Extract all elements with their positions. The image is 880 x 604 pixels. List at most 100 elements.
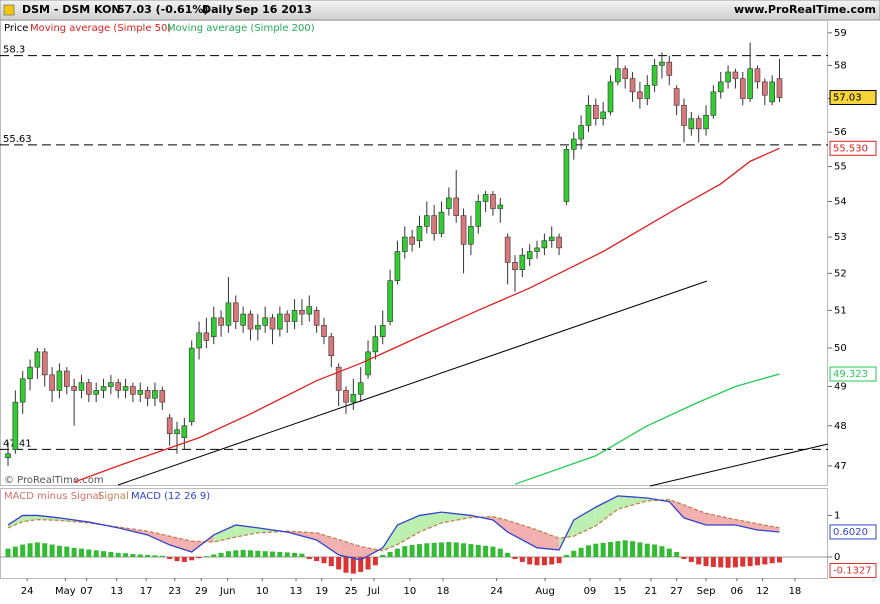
candle-body [644, 84, 651, 99]
value-box [829, 140, 877, 156]
x-tick-label: 24 [21, 586, 34, 597]
histogram-bar [78, 548, 84, 557]
candle-body [225, 302, 232, 326]
candle-body [570, 138, 577, 150]
candle-body [313, 310, 320, 326]
histogram-bar [453, 542, 459, 557]
histogram-bar [439, 542, 445, 557]
candle-body [5, 453, 11, 459]
candle-body [556, 236, 562, 249]
quote: 57.03 (-0.61%) [117, 3, 208, 16]
value-label: 57.03 [833, 93, 862, 104]
histogram-bar [585, 545, 591, 557]
macd-panel [0, 488, 828, 579]
y-tick-label: 50 [834, 343, 847, 354]
candle-body [666, 61, 673, 76]
candle-body [152, 390, 158, 399]
histogram-bar [637, 542, 643, 557]
candle-body [637, 91, 643, 99]
candle-body [725, 71, 731, 83]
histogram-bar [101, 551, 107, 557]
watermark: © ProRealTime.com [4, 475, 104, 486]
histogram-bar [270, 551, 276, 557]
histogram-bar [630, 541, 636, 557]
x-tick-label: May [55, 586, 76, 597]
histogram-bar [181, 556, 187, 562]
x-tick-label: 27 [670, 586, 683, 597]
candle-body [284, 313, 291, 322]
histogram-bar [556, 556, 562, 564]
candle-body [19, 378, 26, 403]
histogram-bar [152, 555, 158, 557]
price-panel [0, 20, 828, 486]
candle-body [144, 390, 151, 399]
histogram-bar [666, 548, 672, 557]
histogram-bar [130, 554, 136, 557]
candle-body [468, 226, 474, 245]
histogram-bar [343, 556, 349, 573]
histogram-bar [424, 543, 430, 557]
histogram-bar [615, 541, 621, 557]
candle-body [717, 81, 724, 93]
macd-fill [595, 495, 618, 526]
candle-body [762, 81, 768, 96]
macd-fill [147, 531, 170, 545]
histogram-bar [461, 543, 467, 557]
candle-body [401, 236, 408, 252]
histogram-bar [527, 556, 533, 565]
histogram-bar [490, 546, 496, 557]
series-line [7, 498, 780, 552]
candle-body [394, 251, 401, 281]
legend-entry: Signal [98, 491, 129, 502]
candle-body [159, 390, 166, 403]
value-label: 55.530 [833, 143, 868, 154]
x-tick-label: 18 [437, 586, 450, 597]
histogram-bar [769, 556, 775, 564]
histogram-bar [608, 542, 614, 557]
candle-body [232, 302, 239, 322]
y-tick-label: 0 [834, 552, 840, 563]
candle-body [174, 429, 180, 435]
candle-body [41, 351, 48, 376]
macd-fill [338, 539, 361, 560]
trend-line [117, 280, 708, 486]
histogram-bar [777, 556, 783, 563]
candle-body [247, 313, 254, 330]
x-tick-label: 17 [140, 586, 153, 597]
value-label: 0.6020 [833, 527, 868, 538]
candle-body [372, 336, 379, 353]
histogram-bar [497, 548, 503, 557]
candle-body [534, 247, 540, 252]
macd-fill [419, 512, 442, 533]
histogram-bar [571, 550, 577, 557]
histogram-bar [86, 549, 92, 557]
histogram-bar [519, 556, 525, 562]
candle-body [673, 88, 680, 106]
value-label: 49.323 [833, 369, 868, 380]
candle-body [622, 68, 629, 79]
histogram-bar [747, 556, 753, 567]
histogram-bar [534, 556, 540, 566]
candle-body [497, 204, 504, 209]
histogram-bar [56, 545, 62, 557]
histogram-bar [652, 544, 658, 557]
candle-body [615, 68, 621, 83]
value-box [829, 90, 877, 106]
candle-body [196, 332, 202, 349]
histogram-bar [321, 556, 327, 564]
candle-body [137, 390, 144, 395]
candle-body [629, 78, 636, 93]
candle-body [93, 390, 99, 395]
candle-body [593, 104, 599, 119]
candle-body [526, 251, 533, 260]
histogram-bar [159, 555, 165, 557]
histogram-bar [240, 549, 246, 557]
histogram-bar [123, 553, 129, 557]
histogram-bar [762, 556, 768, 565]
candle-body [519, 254, 526, 270]
x-tick-label: 13 [110, 586, 123, 597]
candle-body [563, 149, 570, 202]
histogram-bar [696, 556, 702, 565]
